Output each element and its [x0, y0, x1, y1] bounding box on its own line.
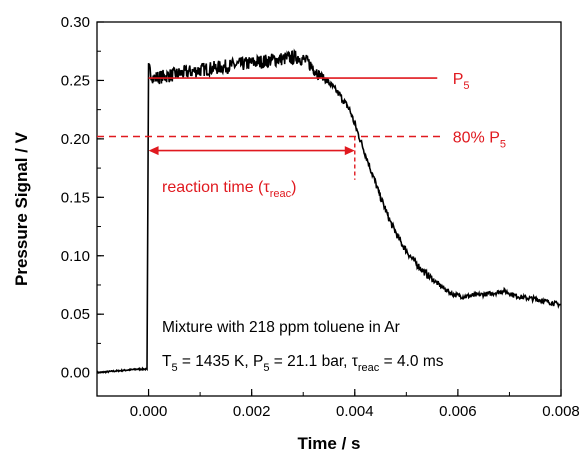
reaction-time-label: reaction time (τreac): [162, 179, 296, 200]
pressure-trace: [97, 48, 561, 375]
plot-frame: [96, 21, 562, 397]
info-line-2: T5 = 1435 K, P5 = 21.1 bar, τreac = 4.0 …: [162, 353, 444, 374]
y-tick-label: 0.10: [61, 248, 90, 265]
arrowhead-right-icon: [344, 146, 355, 156]
y-tick-label: 0.20: [61, 131, 90, 148]
p5-label: P5: [453, 71, 470, 92]
y-axis-title: Pressure Signal / V: [12, 131, 31, 286]
y-tick-label: 0.30: [61, 14, 90, 31]
y-tick-label: 0.15: [61, 189, 90, 206]
x-tick-label: 0.000: [130, 403, 168, 420]
y-tick-label: 0.25: [61, 72, 90, 89]
x-tick-label: 0.004: [336, 403, 374, 420]
p80-label: 80% P5: [453, 130, 506, 151]
x-axis-title: Time / s: [298, 434, 361, 453]
info-line-1: Mixture with 218 ppm toluene in Ar: [162, 319, 400, 336]
x-tick-label: 0.008: [542, 403, 580, 420]
x-tick-label: 0.002: [233, 403, 271, 420]
y-tick-label: 0.00: [61, 365, 90, 382]
y-tick-label: 0.05: [61, 306, 90, 323]
x-tick-label: 0.006: [439, 403, 477, 420]
arrowhead-left-icon: [148, 146, 159, 156]
